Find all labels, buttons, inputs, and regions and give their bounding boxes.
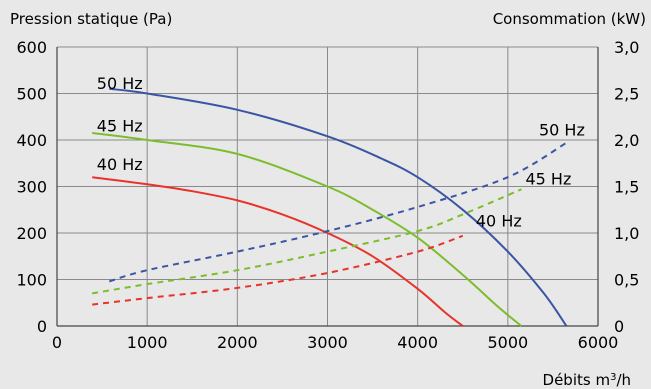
x-tick-label: 0 bbox=[52, 333, 62, 352]
curve-label: 50 Hz bbox=[97, 74, 143, 93]
curve-label: 40 Hz bbox=[97, 155, 143, 174]
curve-label: 45 Hz bbox=[525, 170, 571, 189]
curve-label: 45 Hz bbox=[97, 117, 143, 136]
power-curve-50-hz bbox=[109, 141, 567, 283]
y-right-axis-title: Consommation (kW) bbox=[493, 10, 646, 28]
curve-label: 40 Hz bbox=[476, 211, 522, 230]
y-left-tick-label: 100 bbox=[16, 271, 47, 290]
y-left-axis-title: Pression statique (Pa) bbox=[10, 10, 172, 28]
y-right-tick-label: 2,5 bbox=[614, 85, 639, 104]
curves bbox=[92, 87, 568, 327]
x-axis-title-suffix: /h bbox=[616, 371, 631, 389]
grid bbox=[56, 46, 599, 327]
pressure-curve-50-hz bbox=[109, 87, 568, 327]
y-left-tick-label: 0 bbox=[37, 317, 47, 336]
x-axis-title-prefix: Débits m bbox=[543, 371, 611, 389]
y-right-tick-label: 0,5 bbox=[614, 271, 639, 290]
y-left-tick-label: 500 bbox=[16, 85, 47, 104]
y-left-tick-label: 600 bbox=[16, 38, 47, 57]
x-axis-title-sup: 3 bbox=[610, 372, 616, 383]
y-right-tick-label: 1,0 bbox=[614, 224, 639, 243]
power-curve-40-hz bbox=[92, 234, 464, 306]
x-tick-label: 3000 bbox=[307, 333, 348, 352]
y-right-tick-label: 2,0 bbox=[614, 131, 639, 150]
x-tick-label: 4000 bbox=[397, 333, 438, 352]
x-tick-label: 5000 bbox=[487, 333, 528, 352]
y-left-tick-label: 200 bbox=[16, 224, 47, 243]
y-left-tick-label: 300 bbox=[16, 178, 47, 197]
power-curve-45-hz bbox=[92, 188, 522, 295]
y-right-tick-label: 1,5 bbox=[614, 178, 639, 197]
y-right-tick-label: 3,0 bbox=[614, 38, 639, 57]
x-axis-title: Débits m3/h bbox=[543, 371, 631, 389]
pressure-curve-40-hz bbox=[92, 176, 464, 327]
x-tick-label: 1000 bbox=[127, 333, 168, 352]
x-tick-label: 2000 bbox=[217, 333, 258, 352]
curve-label: 50 Hz bbox=[539, 120, 585, 139]
pressure-curve-45-hz bbox=[92, 132, 523, 327]
ticks: 0 1000 2000 3000 4000 5000 6000010020030040050… bbox=[16, 38, 639, 352]
x-tick-label: 6000 bbox=[578, 333, 619, 352]
curve-labels: 50 Hz 45 Hz 40 Hz 50 Hz 45 Hz 40 Hz bbox=[97, 74, 585, 231]
y-right-tick-label: 0 bbox=[614, 317, 624, 336]
y-left-tick-label: 400 bbox=[16, 131, 47, 150]
